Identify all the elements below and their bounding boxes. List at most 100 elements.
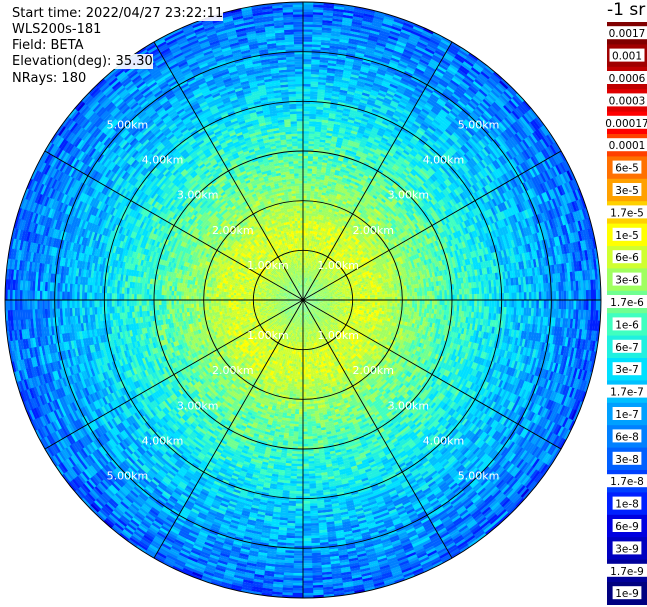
data-cell bbox=[305, 235, 308, 239]
data-cell bbox=[303, 175, 308, 179]
data-cell bbox=[338, 44, 349, 49]
data-cell bbox=[303, 86, 311, 90]
data-cell bbox=[311, 233, 315, 237]
data-cell bbox=[310, 96, 318, 100]
data-cell bbox=[303, 277, 305, 281]
data-cell bbox=[312, 166, 318, 170]
data-cell bbox=[303, 118, 310, 122]
data-cell bbox=[347, 43, 358, 48]
data-cell bbox=[306, 252, 309, 256]
data-cell bbox=[308, 258, 311, 261]
data-cell bbox=[325, 170, 331, 174]
data-cell bbox=[309, 258, 312, 262]
data-cell bbox=[338, 94, 347, 99]
data-cell bbox=[313, 7, 324, 11]
data-cell bbox=[324, 94, 332, 99]
data-cell bbox=[311, 64, 320, 68]
data-cell bbox=[305, 262, 307, 266]
data-cell bbox=[318, 206, 323, 211]
data-cell bbox=[303, 68, 312, 72]
data-cell bbox=[310, 245, 313, 249]
data-cell bbox=[310, 91, 318, 95]
data-cell bbox=[304, 290, 306, 293]
data-cell bbox=[321, 29, 332, 34]
data-cell bbox=[303, 148, 309, 152]
data-cell bbox=[320, 44, 331, 49]
data-cell bbox=[338, 96, 347, 101]
data-cell bbox=[312, 39, 322, 43]
data-cell bbox=[303, 81, 311, 85]
data-cell bbox=[304, 287, 306, 291]
data-cell bbox=[303, 203, 307, 206]
data-cell bbox=[307, 262, 310, 266]
data-cell bbox=[318, 146, 325, 151]
data-cell bbox=[310, 190, 315, 194]
data-cell bbox=[305, 267, 307, 271]
data-cell bbox=[327, 125, 334, 129]
data-cell bbox=[310, 193, 315, 197]
data-cell bbox=[312, 208, 316, 212]
data-cell bbox=[304, 290, 305, 293]
data-cell bbox=[324, 147, 330, 151]
data-cell bbox=[304, 285, 306, 288]
data-cell bbox=[319, 176, 325, 181]
data-cell bbox=[303, 131, 310, 134]
data-cell bbox=[306, 260, 309, 264]
data-cell bbox=[318, 81, 327, 86]
data-cell bbox=[303, 140, 309, 144]
data-cell bbox=[339, 92, 348, 97]
data-cell bbox=[322, 112, 330, 116]
data-cell bbox=[306, 205, 310, 209]
data-cell bbox=[303, 46, 313, 50]
data-cell bbox=[359, 291, 363, 295]
data-cell bbox=[304, 262, 306, 266]
data-cell bbox=[315, 181, 320, 185]
data-cell bbox=[315, 228, 319, 233]
data-cell bbox=[341, 26, 352, 32]
data-cell bbox=[346, 47, 357, 53]
data-cell bbox=[322, 184, 328, 189]
data-cell bbox=[315, 121, 322, 125]
data-cell bbox=[327, 160, 333, 165]
data-cell bbox=[336, 109, 344, 114]
data-cell bbox=[304, 255, 307, 258]
data-cell bbox=[314, 133, 321, 138]
data-cell bbox=[306, 188, 311, 192]
data-cell bbox=[303, 150, 309, 154]
data-cell bbox=[364, 290, 368, 294]
data-cell bbox=[310, 188, 315, 192]
data-cell bbox=[320, 131, 327, 136]
data-cell bbox=[317, 156, 324, 160]
data-cell bbox=[340, 29, 351, 34]
data-cell bbox=[319, 144, 326, 148]
data-cell bbox=[305, 215, 310, 219]
data-cell bbox=[311, 54, 321, 58]
data-cell bbox=[306, 193, 311, 196]
data-cell bbox=[309, 233, 313, 237]
data-cell bbox=[317, 161, 323, 165]
data-cell bbox=[317, 96, 325, 100]
data-cell bbox=[303, 153, 309, 157]
data-cell bbox=[316, 168, 322, 173]
data-cell bbox=[315, 226, 319, 230]
data-cell bbox=[303, 198, 307, 201]
data-cell bbox=[342, 14, 354, 19]
data-cell bbox=[304, 270, 307, 273]
data-cell bbox=[308, 225, 311, 229]
data-cell bbox=[322, 114, 330, 119]
data-cell bbox=[303, 41, 313, 45]
data-cell bbox=[343, 65, 353, 70]
data-cell bbox=[311, 56, 321, 60]
data-cell bbox=[361, 289, 365, 292]
data-cell bbox=[305, 277, 307, 281]
data-cell bbox=[313, 143, 320, 147]
data-cell bbox=[306, 208, 310, 211]
data-cell bbox=[323, 182, 328, 186]
data-cell bbox=[322, 22, 333, 26]
data-cell bbox=[305, 270, 308, 273]
data-cell bbox=[314, 191, 319, 195]
data-cell bbox=[313, 4, 325, 8]
data-cell bbox=[303, 183, 308, 186]
data-cell bbox=[303, 185, 308, 189]
data-cell bbox=[303, 163, 308, 166]
